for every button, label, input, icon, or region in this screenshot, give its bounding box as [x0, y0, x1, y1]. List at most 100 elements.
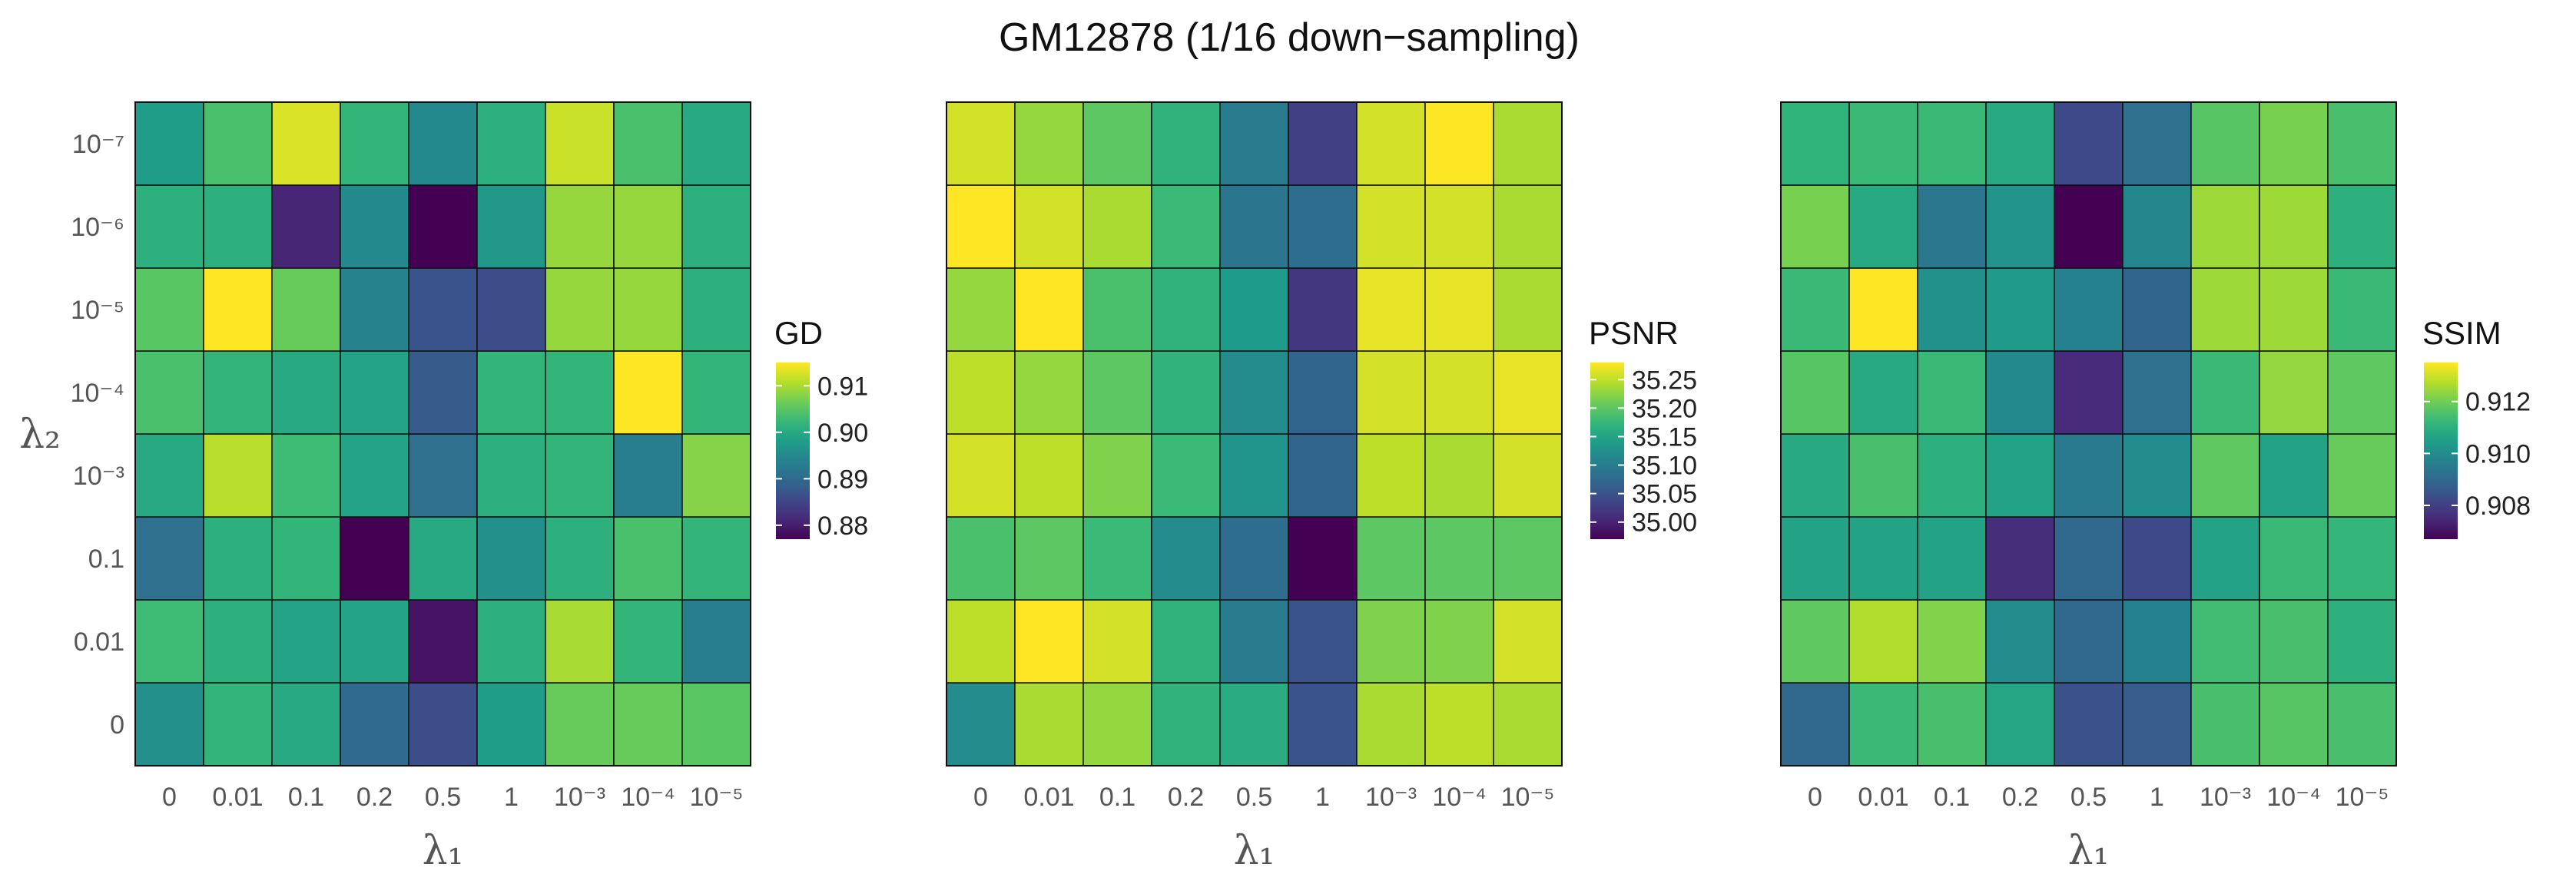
- x-axis-title: λ₁: [2068, 828, 2110, 874]
- heatmap-cell: [340, 433, 409, 518]
- heatmap-cell: [2122, 433, 2192, 518]
- heatmap-cell: [1424, 267, 1494, 352]
- heatmap-cell: [2122, 101, 2192, 186]
- heatmap-cell: [681, 101, 751, 186]
- heatmap-cell: [203, 184, 273, 269]
- heatmap-cell: [946, 350, 1016, 435]
- heatmap-cell: [1917, 682, 1987, 767]
- heatmap-cell: [2190, 184, 2260, 269]
- heatmap-cell: [1082, 350, 1152, 435]
- y-tick-label: 0.01: [74, 627, 124, 657]
- heatmap-cell: [613, 599, 683, 684]
- heatmap-cell: [1014, 184, 1084, 269]
- heatmap-cell: [1424, 433, 1494, 518]
- heatmap-cell: [271, 516, 341, 601]
- heatmap-cell: [476, 516, 546, 601]
- heatmap-cell: [2327, 350, 2397, 435]
- colorbar-tick-label: 0.910: [2465, 439, 2531, 469]
- x-axis-title: λ₁: [423, 828, 464, 874]
- figure-title: GM12878 (1/16 down−sampling): [999, 15, 1580, 60]
- heatmap-cell: [1219, 599, 1289, 684]
- colorbar-tick-label: 35.00: [1632, 508, 1697, 538]
- heatmap-cell: [1493, 599, 1563, 684]
- x-tick-label: 10⁻⁴: [2266, 783, 2320, 812]
- heatmap-cell: [271, 101, 341, 186]
- heatmap-cell: [2122, 682, 2192, 767]
- heatmap-cell: [2122, 267, 2192, 352]
- heatmap-cell: [613, 184, 683, 269]
- x-tick-label: 0.1: [288, 783, 324, 812]
- heatmap-cell: [271, 682, 341, 767]
- heatmap-cell: [545, 184, 615, 269]
- heatmap-cell: [1151, 267, 1221, 352]
- heatmap-cell: [340, 350, 409, 435]
- heatmap-cell: [203, 682, 273, 767]
- x-tick-label: 0.2: [356, 783, 393, 812]
- heatmap-cell: [1288, 433, 1358, 518]
- heatmap-cell: [1848, 599, 1918, 684]
- heatmap-cell: [1985, 101, 2055, 186]
- x-tick-label: 10⁻⁵: [1501, 783, 1555, 812]
- colorbar-tick-label: 35.10: [1632, 452, 1697, 481]
- x-tick-label: 0: [973, 783, 988, 812]
- x-tick-label: 0.2: [1168, 783, 1204, 812]
- heatmap-cell: [1014, 267, 1084, 352]
- x-tick-label: 0.1: [1099, 783, 1135, 812]
- heatmap-cell: [613, 101, 683, 186]
- colorbar-tick-label: 35.20: [1632, 394, 1697, 423]
- heatmap-cell: [1424, 184, 1494, 269]
- heatmap-cell: [1151, 682, 1221, 767]
- heatmap-cell: [2054, 267, 2123, 352]
- x-tick-label: 1: [504, 783, 519, 812]
- heatmap-cell: [1917, 516, 1987, 601]
- heatmap-cell: [2054, 682, 2123, 767]
- x-tick-label: 10⁻⁵: [690, 783, 744, 812]
- heatmap-cell: [1288, 350, 1358, 435]
- heatmap-cell: [476, 267, 546, 352]
- heatmap-cell: [2327, 101, 2397, 186]
- legend-title: PSNR: [1589, 315, 1679, 351]
- heatmap-cell: [2190, 682, 2260, 767]
- heatmap-cell: [946, 516, 1016, 601]
- heatmap-cell: [134, 101, 204, 186]
- heatmap-cell: [2259, 101, 2329, 186]
- heatmap-cell: [1848, 682, 1918, 767]
- colorbar-tick-label: 0.91: [817, 372, 868, 401]
- heatmap-cell: [476, 184, 546, 269]
- heatmap-cell: [203, 516, 273, 601]
- heatmap-cell: [613, 267, 683, 352]
- heatmap-cell: [2190, 101, 2260, 186]
- legend-title: SSIM: [2422, 315, 2501, 351]
- heatmap-cell: [2259, 516, 2329, 601]
- heatmap-cell: [1493, 267, 1563, 352]
- heatmap-cell: [408, 267, 478, 352]
- heatmap-cell: [1985, 516, 2055, 601]
- heatmap-cell: [2327, 516, 2397, 601]
- heatmap-cell: [271, 267, 341, 352]
- heatmap-cell: [1848, 350, 1918, 435]
- heatmap-cell: [134, 184, 204, 269]
- heatmap-cell: [1424, 101, 1494, 186]
- heatmap-cell: [1356, 350, 1426, 435]
- heatmap-cell: [1219, 433, 1289, 518]
- heatmap-cell: [613, 516, 683, 601]
- heatmap-cell: [340, 267, 409, 352]
- heatmap-panel-gd: 0 0.01 0.1 0.2 0.5 1 10⁻³ 10⁻⁴ 10⁻⁵ λ₁ 0 0.01 0.1 10⁻…: [19, 101, 868, 874]
- x-tick-label: 0.1: [1934, 783, 1970, 812]
- heatmap-cell: [545, 599, 615, 684]
- heatmap-cell: [1356, 101, 1426, 186]
- y-tick-label: 10⁻⁷: [72, 130, 124, 159]
- heatmap-cell: [1917, 350, 1987, 435]
- heatmap-cell: [1082, 433, 1152, 518]
- heatmap-cell: [1014, 599, 1084, 684]
- x-axis-title: λ₁: [1234, 828, 1275, 874]
- heatmap-cell: [1356, 516, 1426, 601]
- heatmap-cell: [203, 267, 273, 352]
- heatmap-cell: [1014, 682, 1084, 767]
- heatmap-cell: [408, 350, 478, 435]
- heatmap-cell: [1288, 516, 1358, 601]
- heatmap-cell: [2054, 184, 2123, 269]
- x-tick-label: 0: [162, 783, 177, 812]
